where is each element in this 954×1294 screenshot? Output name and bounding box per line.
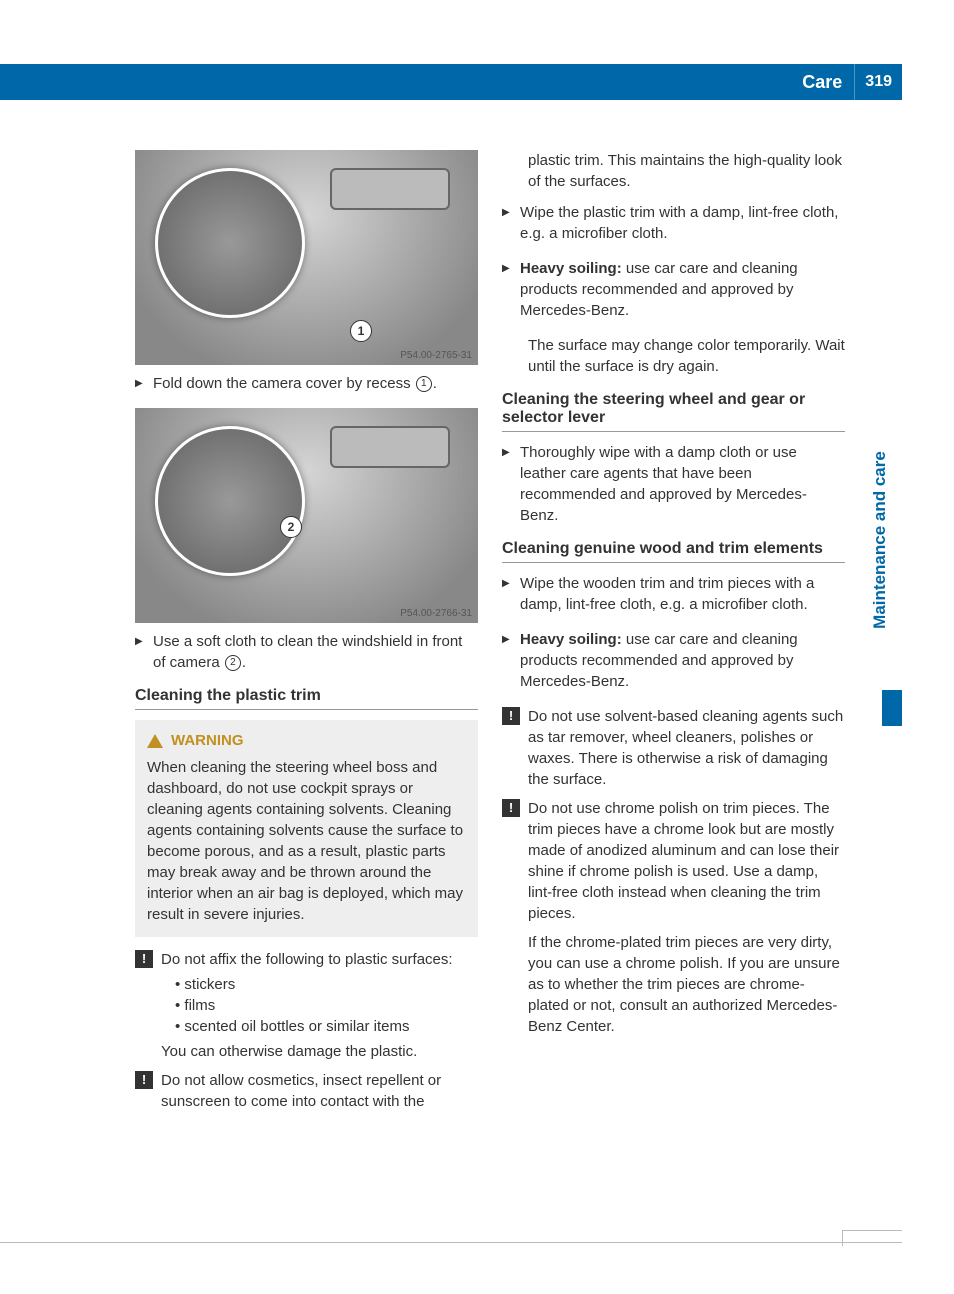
figure-code-2: P54.00-2766-31 <box>400 608 472 619</box>
footer-rule <box>0 1242 902 1246</box>
step-wipe-plastic: ▶ Wipe the plastic trim with a damp, lin… <box>502 202 845 244</box>
note3-text: Do not use solvent-based cleaning agents… <box>528 706 845 790</box>
step5-text: Thoroughly wipe with a damp cloth or use… <box>520 442 845 526</box>
page-number: 319 <box>854 64 902 100</box>
step4-text: Heavy soiling: use car care and cleaning… <box>520 258 845 321</box>
note-cosmetics: ! Do not allow cosmetics, insect repelle… <box>135 1070 478 1112</box>
page-content: 1 P54.00-2765-31 ▶ Fold down the camera … <box>135 150 845 1120</box>
triangle-icon: ▶ <box>135 631 153 673</box>
step-clean-windshield: ▶ Use a soft cloth to clean the windshie… <box>135 631 478 673</box>
cont-para: plastic trim. This maintains the high-qu… <box>528 150 845 192</box>
heading-steering-wheel: Cleaning the steering wheel and gear or … <box>502 391 845 432</box>
exclamation-icon: ! <box>135 950 153 968</box>
note1-tail: You can otherwise damage the plastic. <box>161 1041 478 1062</box>
exclamation-icon: ! <box>502 799 520 817</box>
side-tab-label: Maintenance and care <box>870 390 890 690</box>
right-column: plastic trim. This maintains the high-qu… <box>502 150 845 1120</box>
warning-label: WARNING <box>171 730 244 751</box>
figure-code-1: P54.00-2765-31 <box>400 350 472 361</box>
heading-plastic-trim: Cleaning the plastic trim <box>135 687 478 710</box>
step4-tail: The surface may change color temporarily… <box>528 335 845 377</box>
bullet-list: stickers films scented oil bottles or si… <box>175 974 478 1037</box>
triangle-icon: ▶ <box>502 442 520 526</box>
bullet-item: films <box>175 995 478 1016</box>
step1-text: Fold down the camera cover by recess <box>153 375 411 392</box>
triangle-icon: ▶ <box>502 202 520 244</box>
note-chrome: ! Do not use chrome polish on trim piece… <box>502 798 845 1037</box>
ref-2: 2 <box>225 655 241 671</box>
step7-text: Heavy soiling: use car care and cleaning… <box>520 629 845 692</box>
note4-main: Do not use chrome polish on trim pieces.… <box>528 798 845 924</box>
step2-text: Use a soft cloth to clean the windshield… <box>153 633 462 671</box>
step6-text: Wipe the wooden trim and trim pieces wit… <box>520 573 845 615</box>
step4-bold: Heavy soiling: <box>520 260 622 277</box>
exclamation-icon: ! <box>135 1071 153 1089</box>
note-text: Do not affix the following to plastic su… <box>161 949 478 1062</box>
ref-1: 1 <box>416 376 432 392</box>
note4-text: Do not use chrome polish on trim pieces.… <box>528 798 845 1037</box>
note-solvent: ! Do not use solvent-based cleaning agen… <box>502 706 845 790</box>
figure-camera-cover: 1 P54.00-2765-31 <box>135 150 478 365</box>
header-right: Care 319 <box>802 64 902 100</box>
bullet-item: scented oil bottles or similar items <box>175 1016 478 1037</box>
bullet-item: stickers <box>175 974 478 995</box>
triangle-icon: ▶ <box>502 258 520 321</box>
figure-camera-clean: 2 P54.00-2766-31 <box>135 408 478 623</box>
note-affix: ! Do not affix the following to plastic … <box>135 949 478 1062</box>
heading-wood-trim: Cleaning genuine wood and trim elements <box>502 540 845 563</box>
note4-tail: If the chrome-plated trim pieces are ver… <box>528 932 845 1037</box>
warning-box: WARNING When cleaning the steering wheel… <box>135 720 478 937</box>
triangle-icon: ▶ <box>135 373 153 394</box>
step3-text: Wipe the plastic trim with a damp, lint-… <box>520 202 845 244</box>
note1-intro: Do not affix the following to plastic su… <box>161 949 478 970</box>
warning-text: When cleaning the steering wheel boss an… <box>147 757 466 925</box>
warning-header: WARNING <box>147 730 466 751</box>
section-title: Care <box>802 72 854 93</box>
step-fold-cover: ▶ Fold down the camera cover by recess 1… <box>135 373 478 394</box>
warning-triangle-icon <box>147 734 163 748</box>
triangle-icon: ▶ <box>502 629 520 692</box>
header-bar <box>0 64 902 100</box>
step-wipe-steering: ▶ Thoroughly wipe with a damp cloth or u… <box>502 442 845 526</box>
side-tab-marker <box>882 690 902 726</box>
step-text: Use a soft cloth to clean the windshield… <box>153 631 478 673</box>
footer-step <box>842 1230 902 1246</box>
triangle-icon: ▶ <box>502 573 520 615</box>
exclamation-icon: ! <box>502 707 520 725</box>
callout-2: 2 <box>280 516 302 538</box>
step-wipe-wood: ▶ Wipe the wooden trim and trim pieces w… <box>502 573 845 615</box>
note2-text: Do not allow cosmetics, insect repellent… <box>161 1070 478 1112</box>
step7-bold: Heavy soiling: <box>520 631 622 648</box>
callout-1: 1 <box>350 320 372 342</box>
step-heavy-soiling-1: ▶ Heavy soiling: use car care and cleani… <box>502 258 845 321</box>
step-heavy-soiling-2: ▶ Heavy soiling: use car care and cleani… <box>502 629 845 692</box>
step-text: Fold down the camera cover by recess 1. <box>153 373 478 394</box>
left-column: 1 P54.00-2765-31 ▶ Fold down the camera … <box>135 150 478 1120</box>
